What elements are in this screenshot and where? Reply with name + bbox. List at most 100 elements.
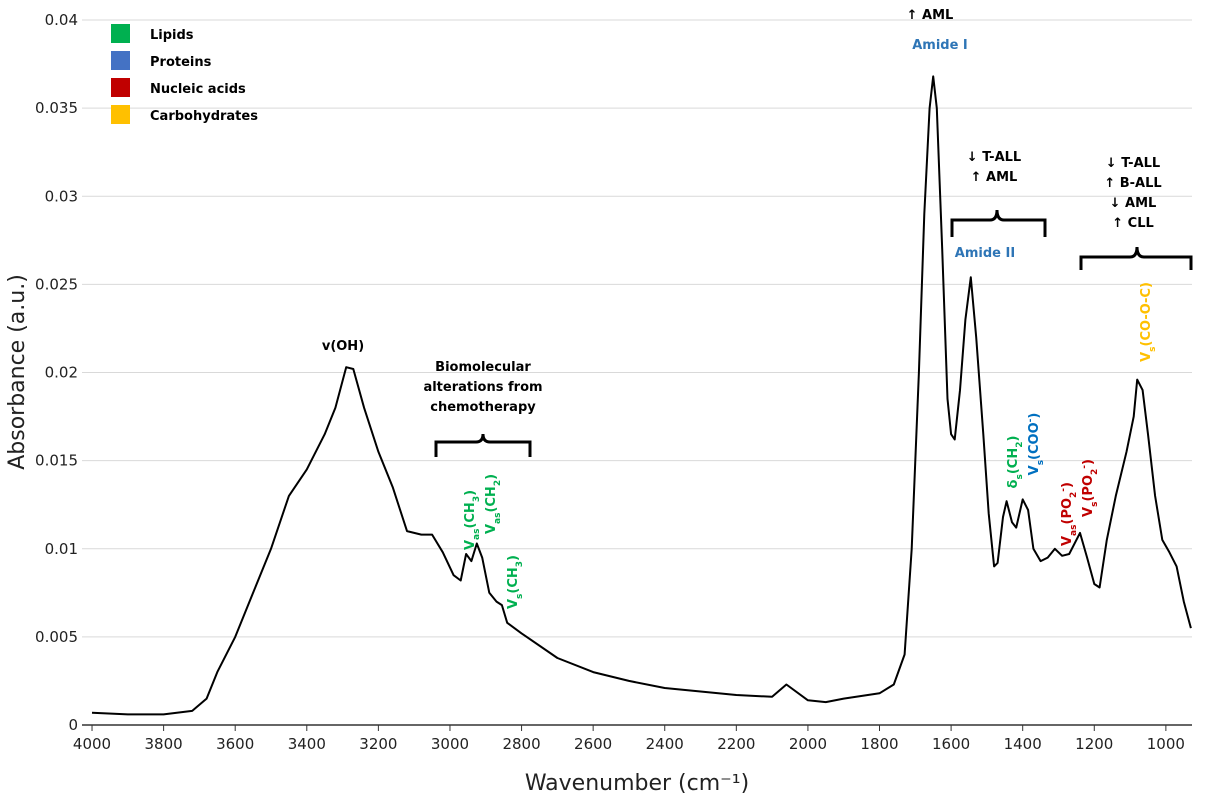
annotation-text: ↑ AML <box>971 170 1018 185</box>
bracket <box>434 433 532 457</box>
annotation-text: Vas(CH2) <box>484 474 503 534</box>
text-part: (PO <box>1081 475 1096 502</box>
text-part: alterations from <box>423 380 542 395</box>
text-part: V <box>1060 536 1075 546</box>
text-part: v(OH) <box>322 339 364 354</box>
annotation: Vs(COO-) <box>1026 413 1046 476</box>
x-tick-label: 2000 <box>789 735 827 753</box>
x-tick-label: 4000 <box>73 735 111 753</box>
annotation: Vas(CH3) <box>463 490 482 550</box>
annotation: Vs(PO2-) <box>1080 459 1100 517</box>
text-part: V <box>1139 352 1154 362</box>
annotation-text: Vas(PO2-) <box>1059 482 1079 546</box>
text-part: ) <box>463 490 478 496</box>
text-part: Amide II <box>955 246 1015 261</box>
x-tick-label: 2800 <box>502 735 540 753</box>
annotation: Vs(CH3) <box>506 555 525 609</box>
x-tick-label: 3000 <box>431 735 469 753</box>
text-part: ↑ AML <box>971 170 1018 185</box>
superscript: - <box>1059 488 1069 492</box>
annotation-text: ↓ AML <box>1110 196 1157 211</box>
x-tick-label: 1400 <box>1004 735 1042 753</box>
y-tick-label: 0 <box>68 716 78 734</box>
annotation: δs(CH2) <box>1006 436 1025 489</box>
annotation-text: Vs(COO-) <box>1026 413 1046 476</box>
text-part: chemotherapy <box>430 400 536 415</box>
annotation-text: ↑ CLL <box>1112 216 1154 231</box>
text-part: ) <box>484 474 499 480</box>
annotation-text: Amide I <box>912 38 968 53</box>
annotation: Biomolecular alterations from chemotherapy <box>423 360 542 415</box>
text-part: V <box>1081 507 1096 517</box>
text-part: V <box>484 524 499 534</box>
x-tick-label: 2200 <box>717 735 755 753</box>
x-tick-label: 1800 <box>860 735 898 753</box>
annotation: Amide I <box>912 38 968 53</box>
text-part: ↓ T-ALL <box>967 150 1021 165</box>
annotation-text: Vs(CH3) <box>506 555 525 609</box>
annotation-text: Amide II <box>955 246 1015 261</box>
legend-swatch <box>111 105 130 124</box>
text-part: V <box>506 599 521 609</box>
legend-label: Lipids <box>150 28 194 43</box>
y-tick-label: 0.01 <box>45 540 78 558</box>
text-part: ↑ CLL <box>1112 216 1154 231</box>
subscript: s <box>1090 502 1100 507</box>
subscript: as <box>472 529 482 540</box>
annotation-text: chemotherapy <box>430 400 536 415</box>
annotation: Vas(CH2) <box>484 474 503 534</box>
legend-label: Carbohydrates <box>150 109 258 124</box>
x-tick-label: 3400 <box>288 735 326 753</box>
subscript: as <box>493 513 503 524</box>
annotation-text: Biomolecular <box>435 360 531 375</box>
annotation: ↓ T-ALL ↑ AML <box>967 150 1021 185</box>
annotation: ↑ AML <box>907 8 954 23</box>
text-part: ) <box>1081 459 1096 465</box>
x-tick-label: 2400 <box>646 735 684 753</box>
x-tick-label: 3600 <box>216 735 254 753</box>
subscript: as <box>1069 525 1079 536</box>
text-part: (CH <box>484 486 499 512</box>
x-tick-label: 1200 <box>1075 735 1113 753</box>
y-tick-label: 0.015 <box>35 452 78 470</box>
text-part: ) <box>506 555 521 561</box>
subscript: s <box>515 594 525 599</box>
y-tick-label: 0.03 <box>45 187 78 205</box>
brackets <box>434 209 1193 457</box>
x-tick-label: 3200 <box>359 735 397 753</box>
text-part: (PO <box>1060 498 1075 525</box>
x-axis-title: Wavenumber (cm⁻¹) <box>525 771 749 796</box>
text-part: ) <box>1060 482 1075 488</box>
annotation: Vas(PO2-) <box>1059 482 1079 546</box>
x-tick-label: 1000 <box>1147 735 1185 753</box>
annotation-text: alterations from <box>423 380 542 395</box>
annotation-text: δs(CH2) <box>1006 436 1025 489</box>
annotation-text: v(OH) <box>322 339 364 354</box>
spectrum-line <box>91 75 1192 716</box>
y-tick-label: 0.005 <box>35 628 78 646</box>
x-tick-label: 1600 <box>932 735 970 753</box>
text-part: ↑ B-ALL <box>1104 176 1161 191</box>
text-part: V <box>463 540 478 550</box>
text-part: (COO <box>1027 422 1042 460</box>
text-part: Biomolecular <box>435 360 531 375</box>
annotation-text: ↓ T-ALL <box>1106 156 1160 171</box>
text-part: ) <box>1027 413 1042 419</box>
bracket <box>1079 246 1193 270</box>
y-tick-label: 0.02 <box>45 364 78 382</box>
text-part: (CH <box>506 567 521 593</box>
subscript: s <box>1148 346 1158 351</box>
superscript: - <box>1026 418 1036 422</box>
subscript: 2 <box>1069 492 1079 498</box>
bracket <box>950 209 1047 237</box>
text-part: ) <box>1006 436 1021 442</box>
x-tick-label: 3800 <box>145 735 183 753</box>
text-part: ↓ T-ALL <box>1106 156 1160 171</box>
subscript: 2 <box>493 480 503 486</box>
annotation-text: ↑ AML <box>907 8 954 23</box>
x-tick-label: 2600 <box>574 735 612 753</box>
text-part: V <box>1027 465 1042 475</box>
text-part: ↑ AML <box>907 8 954 23</box>
text-part: (CH <box>1006 448 1021 474</box>
subscript: s <box>1036 460 1046 465</box>
